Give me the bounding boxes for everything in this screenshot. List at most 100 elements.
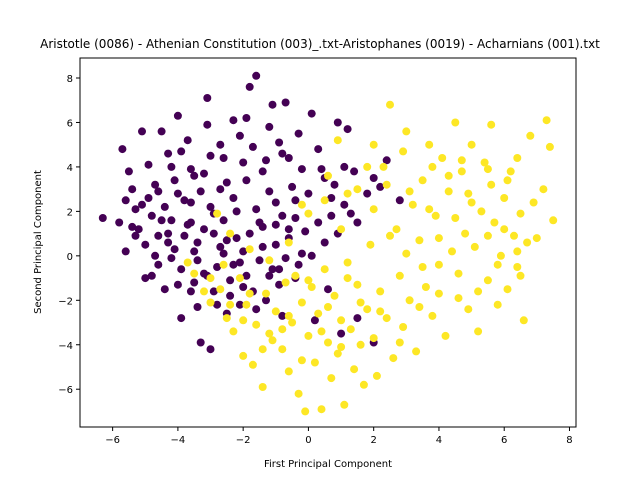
scatter-point	[366, 240, 375, 249]
scatter-point	[434, 289, 443, 298]
x-tick-label: 8	[566, 435, 572, 446]
y-axis-label: Second Principal Component	[33, 170, 44, 314]
scatter-point	[157, 216, 166, 225]
scatter-point	[167, 254, 176, 263]
scatter-point	[98, 214, 107, 222]
x-tick-label: −6	[105, 435, 120, 446]
scatter-point	[239, 158, 248, 167]
scatter-point	[386, 100, 394, 109]
scatter-point	[317, 405, 326, 414]
scatter-point	[177, 147, 186, 156]
scatter-point	[333, 349, 342, 358]
scatter-point	[271, 198, 280, 207]
scatter-point	[128, 185, 137, 194]
scatter-point	[190, 269, 199, 278]
scatter-point	[324, 303, 332, 311]
scatter-point	[232, 234, 241, 243]
y-tick-label: −6	[58, 385, 73, 396]
scatter-point	[275, 265, 284, 274]
scatter-point	[425, 205, 434, 214]
scatter-point	[314, 145, 323, 154]
scatter-point	[405, 296, 414, 305]
scatter-point	[461, 229, 470, 238]
scatter-point	[128, 222, 137, 231]
scatter-point	[483, 165, 492, 174]
scatter-point	[487, 180, 496, 189]
scatter-point	[291, 271, 300, 280]
scatter-point	[470, 242, 479, 251]
scatter-point	[346, 325, 355, 334]
scatter-point	[324, 338, 332, 347]
scatter-point	[258, 345, 267, 354]
scatter-point	[147, 271, 156, 280]
scatter-point	[154, 260, 163, 269]
scatter-point	[222, 178, 231, 187]
scatter-point	[193, 303, 202, 311]
scatter-point	[164, 229, 173, 238]
scatter-point	[304, 189, 313, 198]
scatter-point	[173, 111, 182, 120]
scatter-point	[392, 225, 401, 234]
scatter-point	[310, 316, 319, 325]
scatter-point	[513, 247, 522, 256]
scatter-point	[173, 280, 182, 289]
scatter-point	[402, 249, 411, 258]
scatter-point	[454, 294, 463, 303]
scatter-point	[340, 200, 349, 209]
scatter-point	[131, 231, 140, 240]
scatter-point	[382, 314, 391, 323]
scatter-point	[186, 165, 195, 174]
scatter-point	[474, 327, 483, 336]
scatter-point	[186, 198, 195, 207]
scatter-point	[258, 167, 267, 176]
scatter-point	[372, 371, 381, 380]
scatter-point	[245, 229, 254, 238]
scatter-point	[226, 300, 235, 309]
scatter-point	[301, 227, 310, 236]
scatter-point	[226, 291, 235, 300]
scatter-point	[493, 260, 502, 269]
scatter-point	[353, 185, 362, 194]
scatter-point	[209, 287, 218, 296]
scatter-point	[200, 287, 208, 296]
scatter-point	[399, 323, 408, 331]
scatter-point	[245, 289, 254, 298]
scatter-point	[457, 156, 466, 165]
scatter-point	[138, 200, 146, 209]
chart-title: Aristotle (0086) - Athenian Constitution…	[40, 37, 600, 51]
y-tick-label: 2	[67, 207, 73, 218]
scatter-point	[154, 231, 163, 240]
scatter-point	[506, 167, 515, 176]
scatter-point	[164, 149, 173, 158]
scatter-point	[138, 127, 146, 136]
scatter-point	[229, 194, 238, 202]
scatter-point	[235, 258, 244, 267]
scatter-point	[376, 307, 385, 316]
scatter-point	[288, 182, 297, 191]
scatter-point	[500, 225, 509, 234]
scatter-point	[457, 167, 466, 176]
y-tick-label: 6	[67, 118, 73, 129]
scatter-point	[216, 185, 225, 194]
scatter-point	[284, 367, 293, 376]
scatter-point	[151, 251, 160, 260]
scatter-point	[382, 156, 391, 165]
scatter-point	[346, 209, 355, 218]
scatter-point	[376, 182, 385, 191]
scatter-point	[219, 260, 228, 269]
x-tick-label: 0	[305, 435, 311, 446]
scatter-point	[333, 118, 342, 127]
scatter-point	[483, 231, 492, 240]
x-axis: −6 −4 −2 0 2 4 6 8	[105, 427, 573, 446]
scatter-point	[242, 271, 251, 280]
scatter-point	[297, 356, 306, 365]
scatter-point	[513, 263, 522, 271]
scatter-point	[141, 274, 150, 283]
scatter-point	[284, 154, 293, 162]
scatter-point	[350, 365, 359, 374]
scatter-point	[170, 176, 179, 185]
scatter-point	[441, 331, 450, 340]
scatter-point	[262, 289, 270, 298]
scatter-point	[418, 176, 427, 185]
scatter-point	[252, 320, 261, 329]
